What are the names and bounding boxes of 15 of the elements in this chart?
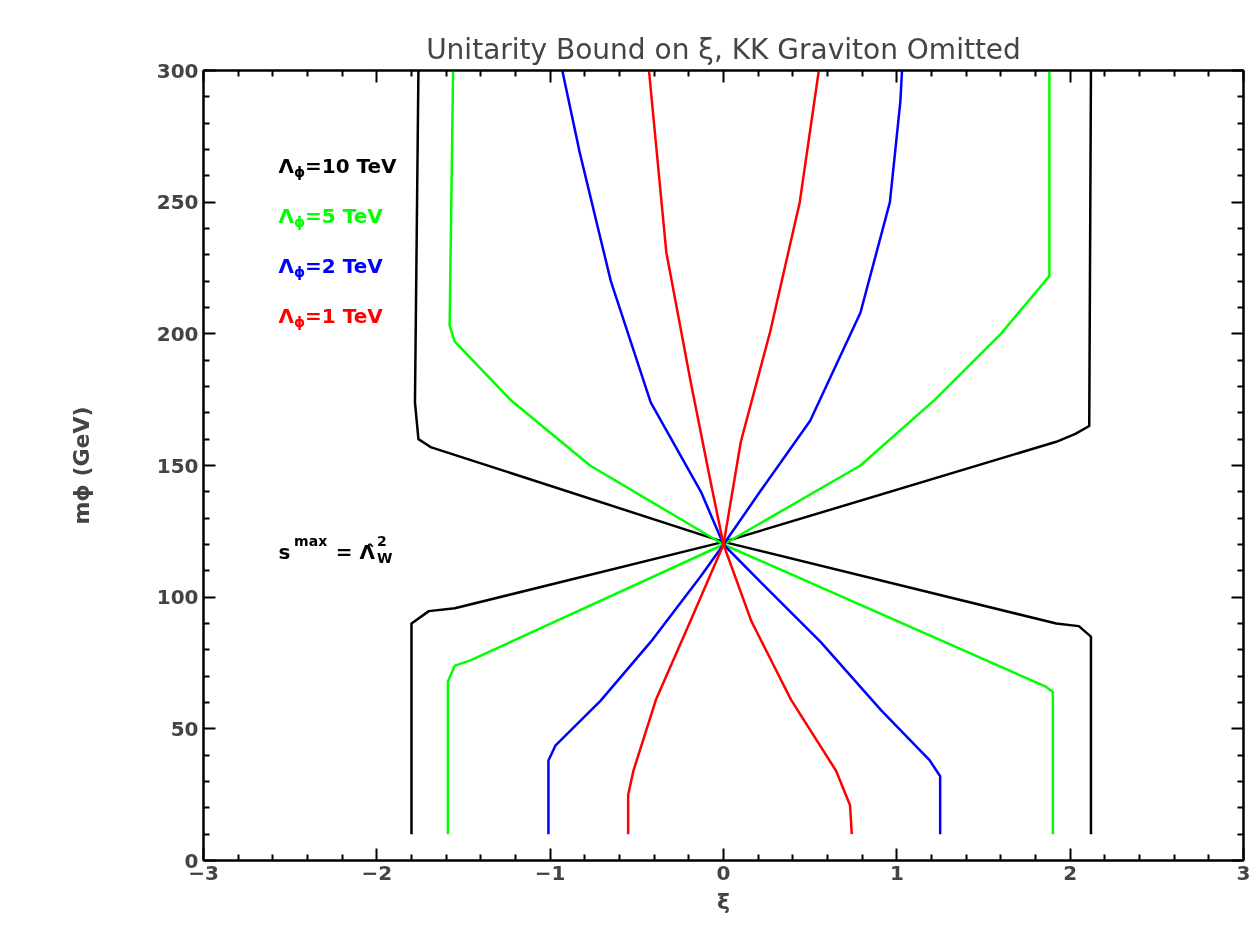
x-tick-label: 1 — [889, 860, 904, 885]
y-tick-label: 50 — [170, 716, 199, 741]
chart-title: Unitarity Bound on ξ, KK Graviton Omitted — [426, 32, 1021, 66]
y-tick-label: 150 — [156, 453, 199, 478]
x-tick-label: 2 — [1063, 860, 1078, 885]
y-tick-label: 300 — [156, 58, 199, 83]
y-tick-label: 100 — [156, 585, 199, 610]
x-tick-label: −1 — [534, 860, 566, 885]
x-tick-label: 0 — [716, 860, 731, 885]
x-tick-label: −2 — [361, 860, 393, 885]
x-tick-label: 3 — [1236, 860, 1251, 885]
y-axis-title: mϕ (GeV) — [68, 406, 94, 525]
y-tick-label: 200 — [156, 321, 199, 346]
y-tick-label: 250 — [156, 190, 199, 215]
x-axis-title: ξ — [717, 888, 730, 914]
